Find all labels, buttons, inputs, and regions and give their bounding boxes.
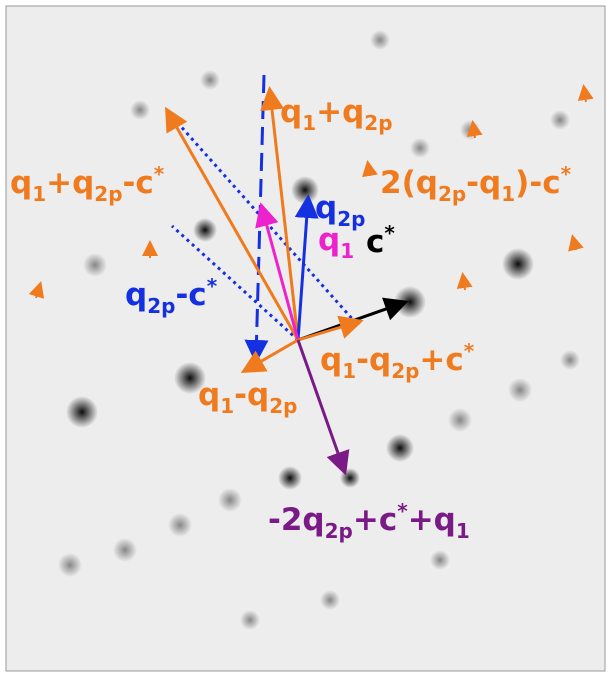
label-part: -2q xyxy=(268,502,325,538)
label-part: * xyxy=(384,221,395,245)
label-part: -c xyxy=(123,165,154,201)
label-part: -q xyxy=(356,342,391,378)
label-part: 2p xyxy=(94,182,122,206)
label-part: +c xyxy=(419,342,463,378)
label-part: q xyxy=(315,190,337,226)
diffraction-figure: q1+q2p 2(q2p-q1)-c* q1+q2p-c* q2p q1 c* … xyxy=(0,0,611,677)
label-part: q xyxy=(10,165,32,201)
page: q1+q2p 2(q2p-q1)-c* q1+q2p-c* q2p q1 c* … xyxy=(0,0,611,677)
label-part: +q xyxy=(316,94,364,130)
label-part: -c xyxy=(175,277,206,313)
label-part: * xyxy=(397,499,408,523)
label-part: 2p xyxy=(438,182,466,206)
label-part: -q xyxy=(466,165,501,201)
label-part: c xyxy=(366,224,384,260)
label-part: * xyxy=(561,162,572,186)
label-part: 1 xyxy=(456,519,470,543)
label-part: 2p xyxy=(325,519,353,543)
vector-label: 2(q2p-q1)-c* xyxy=(380,162,572,206)
vector-label: -2q2p+c*+q1 xyxy=(268,499,470,543)
label-part: 2p xyxy=(147,294,175,318)
label-part: q xyxy=(318,222,340,258)
label-part: 2p xyxy=(391,359,419,383)
label-part: 1 xyxy=(302,111,316,135)
label-part: )-c xyxy=(515,165,560,201)
label-part: q xyxy=(320,342,342,378)
label-part: 2p xyxy=(337,207,365,231)
label-part: 1 xyxy=(501,182,515,206)
label-part: * xyxy=(154,162,165,186)
label-part: 2(q xyxy=(380,165,438,201)
label-part: +c xyxy=(353,502,397,538)
label-part: 1 xyxy=(32,182,46,206)
label-part: * xyxy=(464,339,475,363)
label-part: 2p xyxy=(364,111,392,135)
label-part: * xyxy=(207,274,218,298)
label-part: 1 xyxy=(342,359,356,383)
label-part: 2p xyxy=(269,394,297,418)
label-part: 1 xyxy=(340,239,354,263)
label-part: q xyxy=(198,377,220,413)
label-part: q xyxy=(280,94,302,130)
label-part: +q xyxy=(408,502,456,538)
label-part: 1 xyxy=(220,394,234,418)
label-part: q xyxy=(125,277,147,313)
label-part: +q xyxy=(46,165,94,201)
label-part: -q xyxy=(234,377,269,413)
